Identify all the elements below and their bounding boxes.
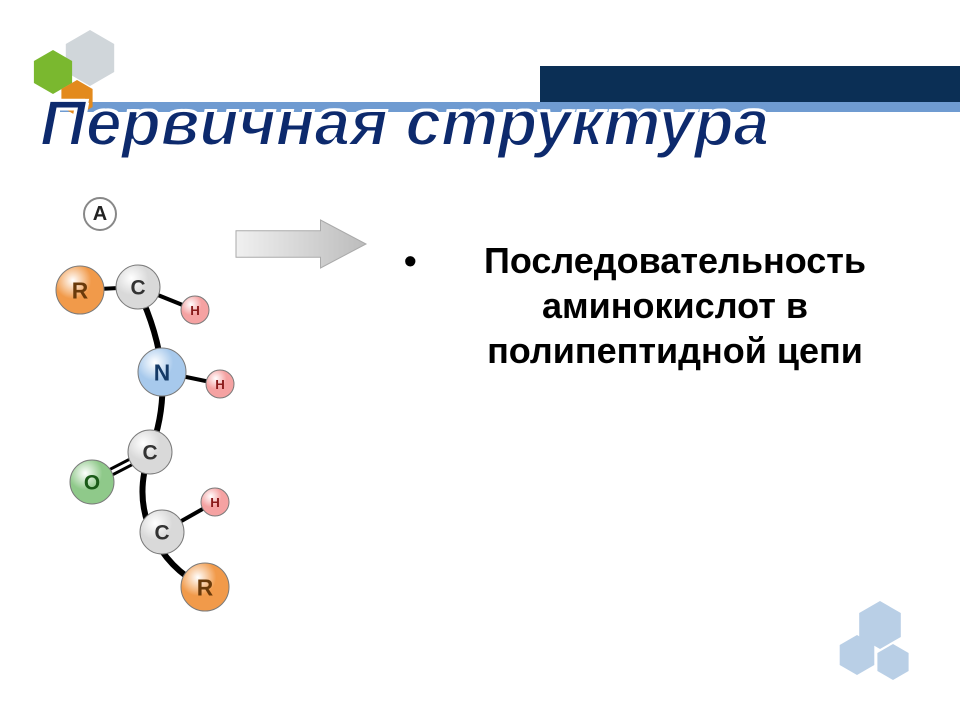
bullet-text: Последовательность аминокислот в полипеп… bbox=[420, 238, 930, 373]
svg-text:H: H bbox=[190, 303, 200, 318]
svg-text:O: O bbox=[84, 472, 100, 495]
svg-text:A: A bbox=[93, 203, 107, 225]
hex-decoration-bottom bbox=[835, 600, 935, 700]
svg-text:N: N bbox=[154, 359, 170, 385]
molecule-diagram: A R C H N H C O C H R bbox=[40, 192, 370, 612]
slide-title: Первичная структура bbox=[40, 86, 769, 160]
svg-text:H: H bbox=[210, 495, 220, 510]
svg-text:R: R bbox=[72, 277, 88, 303]
svg-text:H: H bbox=[215, 377, 225, 392]
svg-text:C: C bbox=[154, 522, 169, 545]
svg-text:R: R bbox=[197, 574, 213, 600]
svg-text:C: C bbox=[142, 442, 157, 465]
svg-text:C: C bbox=[130, 277, 145, 300]
slide-header: Первичная структура bbox=[0, 0, 960, 170]
